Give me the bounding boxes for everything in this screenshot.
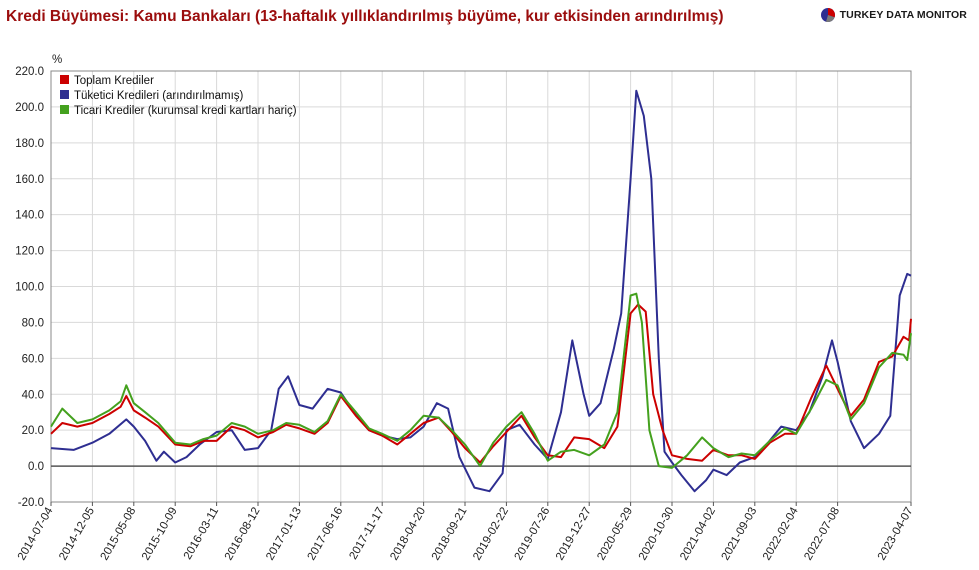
x-tick-label: 2021-09-03 [720, 506, 760, 563]
x-tick-label: 2015-10-09 [140, 506, 180, 563]
y-tick-label: 40.0 [22, 389, 44, 401]
y-tick-label: 0.0 [28, 461, 44, 473]
x-tick-label: 2020-10-30 [637, 506, 677, 563]
chart-title: Kredi Büyümesi: Kamu Bankaları (13-hafta… [6, 8, 724, 25]
legend-label: Ticari Krediler (kurumsal kredi kartları… [74, 105, 297, 117]
y-tick-label: 100.0 [15, 282, 44, 294]
x-tick-label: 2019-07-26 [513, 506, 553, 563]
x-tick-label: 2016-03-11 [182, 506, 221, 562]
y-tick-label: 80.0 [22, 317, 44, 329]
brand-logo: TURKEY DATA MONITOR [820, 7, 967, 23]
series-line-1 [50, 89, 912, 493]
legend: Toplam Krediler Tüketici Kredileri (arınd… [60, 75, 297, 117]
x-tick-label: 2023-04-07 [876, 506, 916, 563]
x-tick-label: 2015-05-08 [99, 506, 139, 563]
x-tick-label: 2014-12-05 [57, 506, 97, 563]
x-tick-label: 2017-01-13 [264, 506, 304, 563]
plot-area [50, 70, 912, 503]
x-tick-label: 2020-05-29 [595, 506, 635, 563]
x-tick-label: 2018-09-21 [430, 506, 470, 563]
x-tick-label: 2014-07-04 [16, 505, 56, 562]
y-tick-label: 120.0 [15, 246, 44, 258]
y-tick-label: 160.0 [15, 174, 44, 186]
series-layer [50, 89, 912, 493]
y-tick-label: 60.0 [22, 353, 44, 365]
y-tick-label: 20.0 [22, 425, 44, 437]
y-tick-label: 220.0 [15, 66, 44, 78]
grid [51, 70, 911, 503]
x-axis: 2014-07-04 2014-12-05 2015-05-08 2015-10-09… [16, 502, 916, 562]
legend-label: Tüketici Kredileri (arındırılmamış) [74, 90, 244, 102]
x-tick-label: 2019-02-22 [471, 505, 511, 562]
legend-label: Toplam Krediler [74, 75, 154, 87]
y-tick-label: -20.0 [18, 497, 44, 509]
x-tick-label: 2022-02-04 [761, 505, 801, 562]
y-unit-label: % [52, 54, 62, 66]
pie-logo-icon [820, 8, 835, 22]
x-tick-label: 2017-11-17 [347, 506, 386, 562]
brand-name: TURKEY DATA MONITOR [839, 9, 967, 21]
x-tick-label: 2018-04-20 [388, 506, 428, 563]
legend-swatch [60, 105, 69, 114]
series-line-0 [50, 303, 912, 464]
x-tick-label: 2017-06-16 [306, 506, 346, 563]
y-tick-label: 180.0 [15, 138, 44, 150]
y-axis: -20.0 0.0 20.0 40.0 60.0 80.0 100.0 120.0 140.0 1… [15, 66, 44, 509]
y-tick-label: 200.0 [15, 102, 44, 114]
y-tick-label: 140.0 [15, 210, 44, 222]
legend-swatch [60, 90, 69, 99]
x-tick-label: 2019-12-27 [554, 506, 594, 563]
x-tick-label: 2021-04-02 [678, 506, 718, 563]
x-tick-label: 2022-07-08 [802, 506, 842, 563]
x-tick-label: 2016-08-12 [223, 506, 263, 563]
legend-swatch [60, 75, 69, 84]
series-line-2 [50, 292, 912, 469]
